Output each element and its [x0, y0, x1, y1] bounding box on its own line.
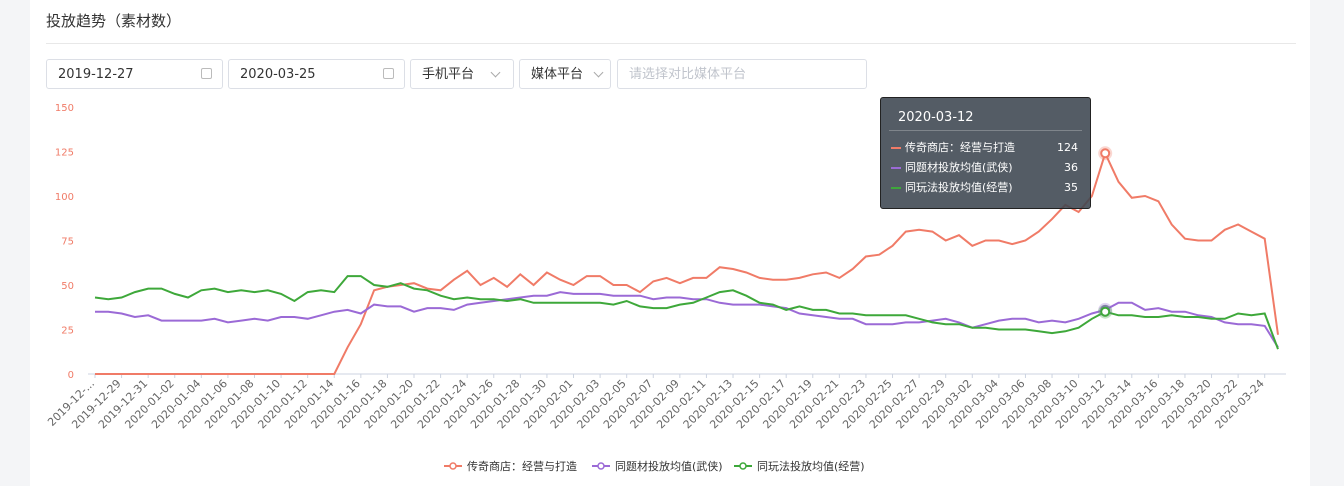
section-title: 投放趋势（素材数）	[46, 12, 182, 30]
legend-item[interactable]: 传奇商店：经营与打造	[444, 459, 577, 473]
tooltip: 2020-03-12 传奇商店：经营与打造 124 同题材投放均值(武侠) 36 同玩法…	[880, 97, 1091, 209]
y-tick-label: 50	[61, 281, 74, 292]
legend-item[interactable]: 同题材投放均值(武侠)	[592, 459, 723, 473]
y-tick-label: 125	[55, 148, 74, 159]
platform-select[interactable]: 手机平台	[410, 59, 514, 89]
tooltip-value: 36	[1064, 161, 1078, 174]
y-tick-label: 0	[68, 370, 74, 381]
legend-dot	[597, 462, 605, 470]
tooltip-value: 35	[1064, 181, 1078, 194]
tooltip-row: 传奇商店：经营与打造 124	[891, 140, 1078, 156]
tooltip-series: 同玩法投放均值(经营)	[905, 181, 1013, 194]
tooltip-series: 传奇商店：经营与打造	[905, 141, 1015, 154]
y-tick-label: 75	[61, 237, 74, 248]
series-line	[94, 275, 1279, 350]
tooltip-value: 124	[1057, 141, 1078, 154]
series-line	[95, 291, 1279, 348]
end-date: 2020-03-25	[240, 67, 316, 82]
hover-point	[1100, 148, 1111, 159]
legend-label: 同玩法投放均值(经营)	[757, 459, 865, 473]
legend-label: 传奇商店：经营与打造	[467, 459, 577, 473]
tooltip-series: 同题材投放均值(武侠)	[905, 161, 1013, 174]
series-line	[95, 150, 1279, 375]
panel: 投放趋势（素材数） 2019-12-27 2020-03-25 手机平台 媒体平…	[30, 0, 1310, 486]
start-date-input[interactable]: 2019-12-27	[46, 59, 223, 89]
tooltip-row: 同题材投放均值(武侠) 36	[891, 160, 1078, 176]
end-date-input[interactable]: 2020-03-25	[228, 59, 405, 89]
y-tick-label: 25	[61, 326, 74, 337]
hover-point	[1100, 306, 1111, 317]
divider	[46, 43, 1296, 44]
legend-dot	[739, 462, 747, 470]
platform: 手机平台	[422, 67, 475, 82]
compare-select[interactable]: 请选择对比媒体平台	[617, 59, 867, 89]
media-select[interactable]: 媒体平台	[519, 59, 611, 89]
compare-placeholder: 请选择对比媒体平台	[629, 67, 747, 82]
start-date: 2019-12-27	[58, 67, 134, 82]
legend-item[interactable]: 同玩法投放均值(经营)	[734, 459, 865, 473]
tooltip-date: 2020-03-12	[898, 110, 974, 125]
tooltip-row: 同玩法投放均值(经营) 35	[891, 180, 1078, 196]
y-tick-label: 100	[55, 192, 74, 203]
legend-dot	[449, 462, 457, 470]
legend-label: 同题材投放均值(武侠)	[615, 459, 723, 473]
media-platform: 媒体平台	[531, 67, 584, 82]
y-tick-label: 150	[55, 103, 74, 114]
